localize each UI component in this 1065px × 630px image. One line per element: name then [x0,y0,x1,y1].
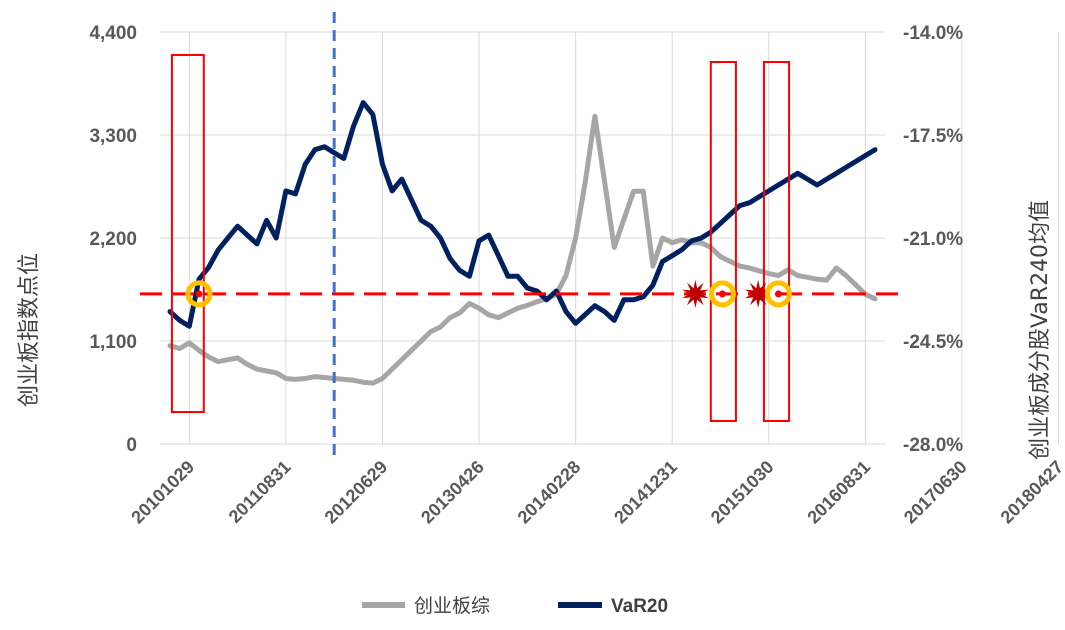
annotations [140,12,905,455]
right-axis-ticks: -28.0% -24.5% -21.0% -17.5% -14.0% [903,23,963,456]
x-tick-label: 20120629 [321,457,392,528]
x-tick-label: 20170630 [900,457,971,528]
right-tick-label: -24.5% [903,332,963,353]
series-line-1 [167,100,878,329]
grid [160,31,1059,445]
circle-center-dot [718,290,726,298]
x-tick-label: 20140228 [514,457,585,528]
x-tick-label: 20110831 [225,457,295,527]
right-axis-title: 创业板成分股VaR240均值 [1028,200,1053,460]
red-star-marker [682,279,709,308]
x-tick-label: 20151030 [707,457,778,528]
series-line-0 [167,113,878,386]
right-tick-label: -17.5% [903,126,963,147]
left-tick-label: 1,100 [89,332,137,353]
legend: 创业板综 VaR20 [362,595,668,617]
red-highlight-box [709,61,737,422]
left-tick-label: 3,300 [89,126,137,147]
x-tick-label: 20160831 [803,457,874,528]
red-highlight-box [762,61,791,422]
legend-label-series-0: 创业板综 [414,595,490,617]
left-tick-label: 2,200 [89,229,137,250]
left-tick-label: 4,400 [89,23,137,44]
yellow-circle-marker [185,280,213,308]
x-tick-label: 20130426 [417,457,488,528]
series-lines [167,100,878,386]
x-tick-label: 20101029 [127,457,198,528]
yellow-circle-marker [764,280,792,308]
legend-label-series-1: VaR20 [611,596,668,617]
left-axis-title: 创业板指数点位 [17,253,42,407]
right-tick-label: -28.0% [903,435,963,456]
circle-center-dot [774,290,782,298]
right-tick-label: -21.0% [903,229,963,250]
x-axis-ticks: 20101029 20110831 20120629 20130426 20140228… [127,457,1065,528]
red-highlight-box [170,54,205,413]
circle-center-dot [195,290,203,298]
yellow-circle-marker [708,280,736,308]
red-star-marker [744,279,772,308]
right-tick-label: -14.0% [903,23,963,44]
left-axis-ticks: 0 1,100 2,200 3,300 4,400 [89,23,137,456]
x-tick-label: 20180427 [997,457,1065,528]
x-tick-label: 20141231 [610,457,681,528]
left-tick-label: 0 [126,435,137,456]
